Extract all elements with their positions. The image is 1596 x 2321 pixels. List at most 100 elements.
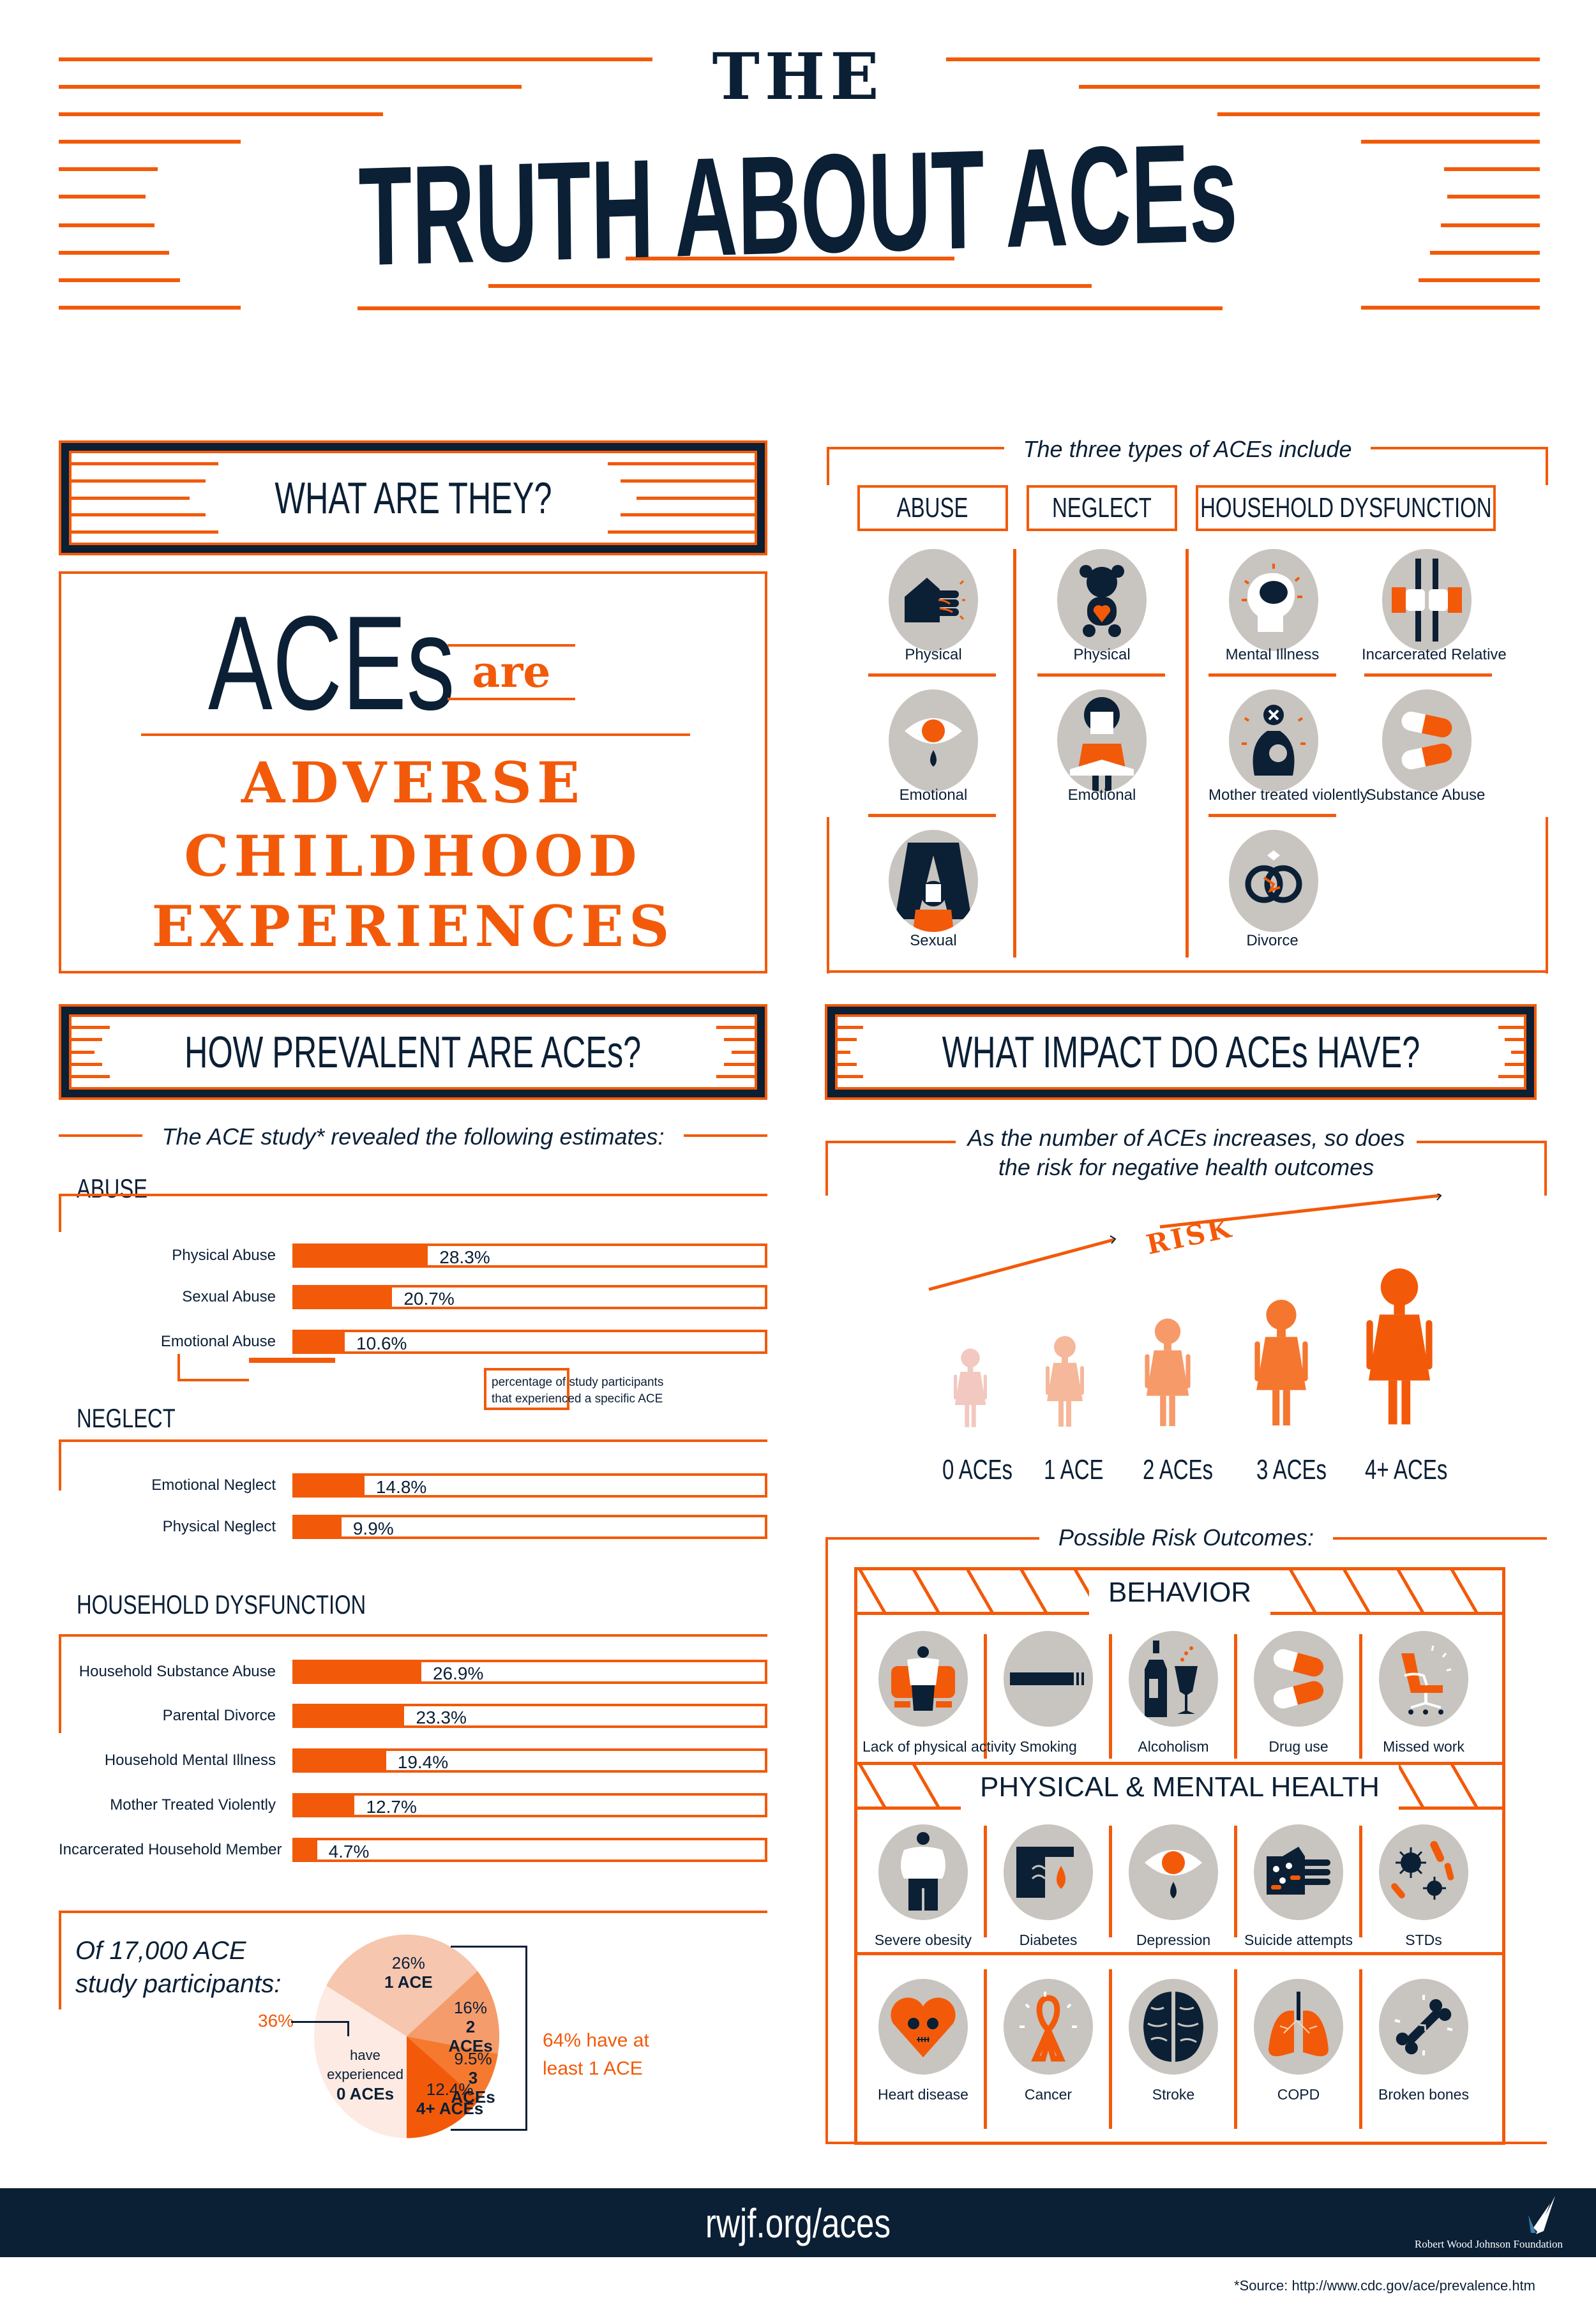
type-heading-abuse: ABUSE — [857, 485, 1008, 531]
zero-pct-label: 36% — [258, 2011, 294, 2031]
are-word-wrap: are — [448, 644, 575, 700]
banner-title: HOW PREVALENT ARE ACEs? — [184, 1027, 642, 1077]
outcome-smoking: Smoking — [988, 1631, 1109, 1755]
outcome-drug-use: Drug use — [1238, 1631, 1359, 1755]
are-word: are — [472, 647, 551, 698]
callout-box — [249, 1358, 335, 1363]
bar-label: Household Mental Illness — [104, 1752, 276, 1769]
aces-definition-box: ACEs are ADVERSE CHILDHOOD EXPERIENCES — [59, 571, 767, 973]
pie-intro: Of 17,000 ACE study participants: — [75, 1937, 282, 1998]
outcome-cancer: Cancer — [988, 1979, 1109, 2103]
bar-label: Parental Divorce — [162, 1707, 276, 1724]
slice-2-aces: 16% 2 ACEs — [448, 1998, 493, 2055]
injured-mother-icon — [1229, 689, 1318, 792]
type-label: Physical — [1073, 646, 1131, 663]
stripes-decor — [838, 1026, 863, 1078]
stripes-decor — [716, 1026, 755, 1078]
outcome-suicide-attempts: Suicide attempts — [1238, 1824, 1359, 1949]
outcome-stroke: Stroke — [1113, 1979, 1234, 2103]
outcome-copd: COPD — [1238, 1979, 1359, 2103]
office-chair-icon — [1379, 1631, 1468, 1727]
bottle-glass-icon — [1129, 1631, 1218, 1727]
figure-2-aces — [1145, 1318, 1191, 1427]
banner-how-prevalent: HOW PREVALENT ARE ACEs? — [59, 1004, 767, 1100]
types-bracket-bottom — [827, 970, 1548, 973]
rwjf-logo: Robert Wood Johnson Foundation — [1410, 2196, 1563, 2253]
type-label: Mental Illness — [1225, 646, 1320, 663]
banner-title: WHAT IMPACT DO ACEs HAVE? — [942, 1027, 1420, 1077]
figure-label: 4+ ACEs — [1365, 1454, 1448, 1485]
callout-box — [249, 1310, 335, 1311]
bar-label: Emotional Neglect — [151, 1476, 276, 1494]
couch-person-icon — [878, 1631, 968, 1727]
child-shadow-icon — [889, 830, 978, 932]
obese-person-icon — [878, 1824, 968, 1920]
column-divider — [1186, 549, 1189, 958]
slice-1-ace: 26% 1 ACE — [384, 1953, 433, 1992]
outcome-heart-disease: Heart disease — [862, 1979, 984, 2103]
rwjf-wing-icon — [1528, 2196, 1555, 2234]
outcome-lack-activity: Lack of physical activity — [862, 1631, 1016, 1755]
virus-bacteria-icon — [1379, 1824, 1468, 1920]
bar-value: 10.6% — [356, 1333, 407, 1353]
banner-what-impact: WHAT IMPACT DO ACEs HAVE? — [825, 1004, 1537, 1100]
bar-label: Physical Abuse — [172, 1247, 276, 1264]
stripes-decor — [1498, 1026, 1524, 1078]
footer-url-link[interactable]: rwjf.org/aces — [705, 2200, 891, 2246]
outcome-severe-obesity: Severe obesity — [862, 1824, 984, 1949]
bar-track: 28.3% — [292, 1243, 767, 1268]
aces-word: ACEs — [208, 588, 455, 738]
divider — [141, 733, 690, 736]
bar-fill — [295, 1288, 393, 1307]
source-note: *Source: http://www.cdc.gov/ace/prevalen… — [1233, 2278, 1535, 2294]
types-caption: The three types of ACEs include — [1004, 436, 1371, 462]
bar-label: Household Substance Abuse — [79, 1663, 276, 1680]
page-title-text: TRUTH ABOUT ACEs — [358, 113, 1238, 295]
callout-leader — [177, 1354, 180, 1381]
group-heading-household: HOUSEHOLD DYSFUNCTION — [77, 1589, 366, 1619]
bar-fill — [295, 1796, 355, 1815]
outcomes-caption: Possible Risk Outcomes: — [1039, 1524, 1334, 1551]
risk-figures — [894, 1264, 1468, 1430]
bar-track: 4.7% — [292, 1838, 767, 1862]
type-label: Mother treated violently — [1208, 786, 1368, 804]
type-label: Emotional — [1067, 786, 1136, 804]
impact-caption-1: As the number of ACEs increases, so does — [956, 1125, 1417, 1151]
childhood-word: CHILDHOOD — [184, 823, 642, 889]
pills-icon — [1254, 1631, 1343, 1727]
ribbon-icon — [1004, 1979, 1093, 2075]
type-label: Incarcerated Relative — [1362, 646, 1507, 663]
bar-label: Sexual Abuse — [182, 1288, 276, 1305]
type-heading-household: HOUSEHOLD DYSFUNCTION — [1196, 485, 1496, 531]
type-label: Emotional — [899, 786, 968, 804]
banner-what-are-they: WHAT ARE THEY? — [59, 440, 767, 555]
footer-bar: rwjf.org/aces Robert Wood Johnson Founda… — [0, 2188, 1596, 2257]
bar-value: 14.8% — [375, 1477, 427, 1497]
bar-fill — [295, 1840, 317, 1859]
pie-chart: 26% 1 ACE 16% 2 ACEs 9.5% 3 ACEs 12.4% 4+ AC… — [313, 1934, 500, 2138]
bar-fill — [295, 1706, 405, 1725]
stripes-decor — [608, 462, 755, 534]
bar-label: Incarcerated Household Member — [59, 1841, 282, 1858]
bar-value: 20.7% — [403, 1289, 455, 1309]
figure-label: 0 ACEs — [942, 1454, 1013, 1485]
outcome-missed-work: Missed work — [1363, 1631, 1484, 1755]
bar-track: 10.6% — [292, 1330, 767, 1354]
teddy-bear-icon — [1057, 549, 1147, 651]
bar-value: 26.9% — [432, 1664, 484, 1683]
bar-track: 14.8% — [292, 1473, 767, 1498]
prevalence-caption: The ACE study* revealed the following es… — [142, 1123, 684, 1150]
lungs-icon — [1254, 1979, 1343, 2075]
bar-track: 9.9% — [292, 1515, 767, 1539]
outcome-broken-bones: Broken bones — [1363, 1979, 1484, 2103]
outcome-alcoholism: Alcoholism — [1113, 1631, 1234, 1755]
fist-icon — [889, 549, 978, 651]
heart-skull-icon — [878, 1979, 968, 2075]
bar-track: 19.4% — [292, 1748, 767, 1773]
behavior-heading: BEHAVIOR — [1088, 1570, 1271, 1615]
type-label: Sexual — [910, 932, 957, 949]
figure-4plus-aces — [1366, 1268, 1433, 1425]
page-title: TRUTH ABOUT ACEs — [147, 113, 1449, 295]
bar-fill — [295, 1517, 342, 1536]
impact-caption-2: the risk for negative health outcomes — [998, 1154, 1374, 1180]
